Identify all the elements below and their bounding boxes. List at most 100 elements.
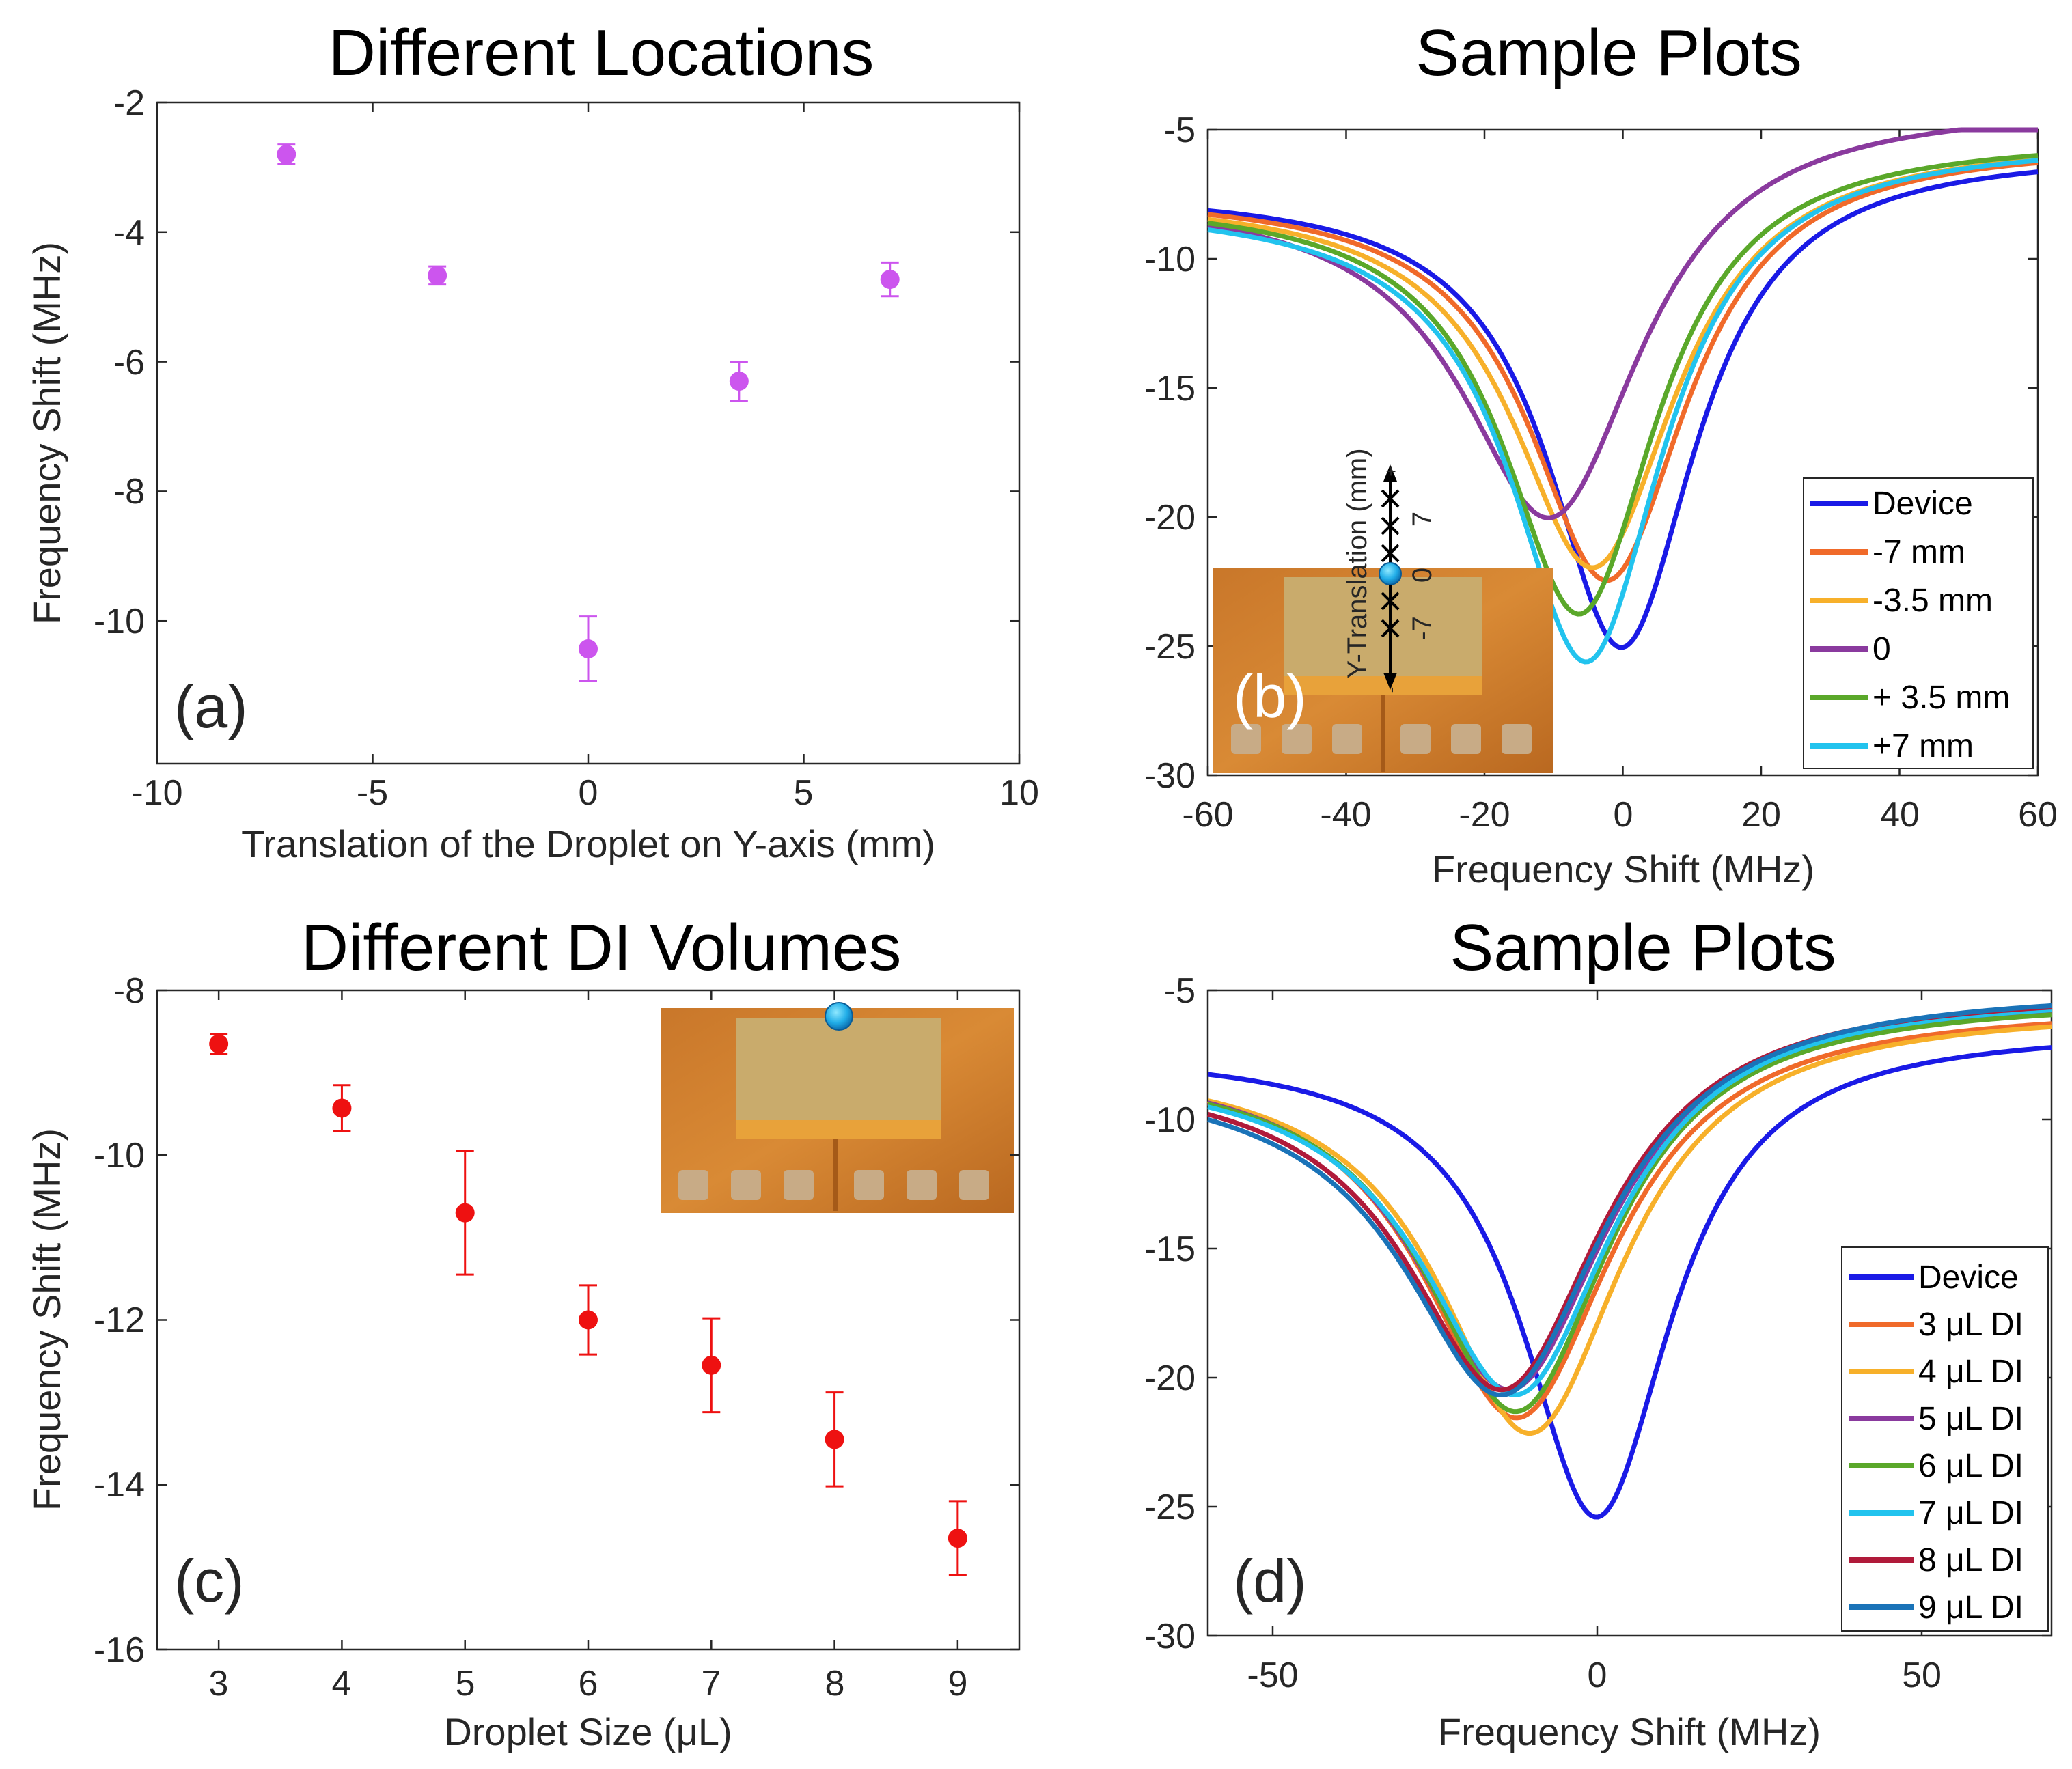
panel-d-xtick: 0 bbox=[1588, 1656, 1607, 1695]
legend-label: 3 μL DI bbox=[1918, 1307, 2023, 1343]
panel-c-xtick: 7 bbox=[702, 1664, 721, 1703]
legend-label: 0 bbox=[1873, 631, 1891, 667]
panel-d-xtick: 50 bbox=[1902, 1656, 1942, 1695]
panel-b-legend-box bbox=[1803, 477, 2034, 769]
panel-b-title: Sample Plots bbox=[1415, 16, 1802, 89]
panel-c-marks bbox=[157, 989, 1019, 1651]
panel-b-legend-entries: Device -7 mm -3.5 mm 0 + 3.5 mm +7 mm bbox=[1810, 486, 2010, 764]
inset-pad bbox=[959, 1170, 989, 1200]
inset-label-neg7: -7 bbox=[1407, 616, 1437, 641]
series-line bbox=[1207, 1007, 2052, 1397]
inset-pad bbox=[1502, 724, 1532, 754]
inset-pad bbox=[1282, 724, 1312, 754]
inset-pad bbox=[1400, 724, 1431, 754]
panel-a: Different Locations -10 -5 0 5 10 -2 -4 … bbox=[25, 16, 1039, 865]
panel-c-xlabel: Droplet Size (μL) bbox=[444, 1710, 732, 1753]
panel-b-ytick: -5 bbox=[1164, 111, 1196, 150]
panel-d-ytick: -10 bbox=[1144, 1100, 1196, 1140]
panel-c-inset-photo bbox=[661, 1002, 1014, 1213]
legend-label: -7 mm bbox=[1873, 534, 1965, 570]
panel-b-ytick: -10 bbox=[1144, 240, 1196, 279]
panel-a-xtick: 5 bbox=[794, 773, 814, 813]
panel-c-yticks: -8 -10 -12 -14 -16 bbox=[94, 971, 145, 1670]
legend-label: -3.5 mm bbox=[1873, 583, 1993, 619]
panel-c-ytick: -16 bbox=[94, 1630, 145, 1670]
series-line bbox=[1207, 1024, 2052, 1436]
panel-b: Sample Plots -60 -40 -20 0 20 40 60 -5 -… bbox=[1144, 16, 2058, 891]
inset-pad bbox=[1332, 724, 1362, 754]
panel-b-marks bbox=[1206, 127, 2039, 777]
inset-pads bbox=[678, 1170, 989, 1200]
legend-label: 4 μL DI bbox=[1918, 1354, 2023, 1390]
panel-c-xtick: 4 bbox=[332, 1664, 352, 1703]
panel-c-xtick: 9 bbox=[948, 1664, 968, 1703]
panel-b-xtick: 40 bbox=[1880, 795, 1920, 835]
panel-a-ytick: -6 bbox=[113, 343, 145, 382]
inset-pad bbox=[854, 1170, 884, 1200]
arrow-up-head bbox=[1383, 464, 1397, 482]
data-point bbox=[880, 270, 900, 290]
panel-a-ytick: -2 bbox=[113, 83, 145, 123]
inset-label-minus: - bbox=[1381, 687, 1401, 693]
panel-b-xtick: -20 bbox=[1459, 795, 1510, 835]
panel-b-xtick: -60 bbox=[1182, 795, 1233, 835]
panel-b-xtick: 60 bbox=[2018, 795, 2058, 835]
data-point bbox=[825, 1430, 844, 1449]
legend-label: +7 mm bbox=[1873, 728, 1974, 764]
legend-label: 8 μL DI bbox=[1918, 1542, 2023, 1578]
panel-a-xtick: 0 bbox=[579, 773, 598, 813]
panel-c-ytick: -8 bbox=[113, 971, 145, 1011]
panel-a-title: Different Locations bbox=[329, 16, 874, 89]
panel-c-ytick: -10 bbox=[94, 1136, 145, 1175]
legend-label: 7 μL DI bbox=[1918, 1495, 2023, 1531]
droplet-icon bbox=[1379, 562, 1402, 585]
inset-pad bbox=[1451, 724, 1481, 754]
panel-b-xtick: -40 bbox=[1320, 795, 1371, 835]
panel-a-xticks: -10 -5 0 5 10 bbox=[131, 773, 1039, 813]
panel-b-ytick: -30 bbox=[1144, 756, 1196, 796]
panel-c-label: (c) bbox=[174, 1547, 245, 1615]
panel-b-ytick: -20 bbox=[1144, 498, 1196, 538]
panel-a-xtick: 10 bbox=[999, 773, 1039, 813]
panel-d-legend-entries: Device 3 μL DI 4 μL DI 5 μL DI 6 μL DI 7 μL D… bbox=[1849, 1259, 2023, 1626]
inset-divider bbox=[1381, 695, 1385, 772]
inset-label-7: 7 bbox=[1407, 512, 1437, 527]
panel-d-frame bbox=[1206, 989, 2053, 1637]
panel-c-ylabel: Frequency Shift (MHz) bbox=[25, 1128, 68, 1511]
series-line bbox=[1207, 1045, 2052, 1520]
legend-label: + 3.5 mm bbox=[1873, 680, 2010, 716]
panel-a-xlabel: Translation of the Droplet on Y-axis (mm… bbox=[241, 822, 935, 865]
series-line bbox=[1207, 158, 2039, 665]
data-point bbox=[277, 144, 296, 164]
panel-d-legend-box bbox=[1841, 1246, 2049, 1632]
panel-c-xtick: 8 bbox=[825, 1664, 845, 1703]
inset-pad bbox=[907, 1170, 937, 1200]
panel-a-marks bbox=[156, 101, 1021, 764]
panel-d-xticks: -50 0 50 bbox=[1247, 1656, 1942, 1695]
panel-d-ytick: -15 bbox=[1144, 1229, 1196, 1269]
inset-idt bbox=[736, 1120, 941, 1139]
panel-b-ytick: -25 bbox=[1144, 627, 1196, 667]
arrow-down-head bbox=[1383, 673, 1397, 690]
panel-a-xtick: -10 bbox=[131, 773, 182, 813]
inset-divider bbox=[833, 1139, 838, 1211]
panel-d-label: (d) bbox=[1233, 1547, 1307, 1615]
panel-b-yticks: -5 -10 -15 -20 -25 -30 bbox=[1144, 111, 1196, 796]
inset-pad bbox=[678, 1170, 708, 1200]
inset-pad bbox=[784, 1170, 814, 1200]
panel-b-xtick: 20 bbox=[1741, 795, 1781, 835]
panel-d-ytick: -20 bbox=[1144, 1359, 1196, 1398]
panel-d-ytick: -5 bbox=[1164, 971, 1196, 1011]
panel-d-ytick: -25 bbox=[1144, 1488, 1196, 1527]
data-point bbox=[948, 1529, 967, 1548]
data-point bbox=[332, 1098, 352, 1118]
data-point bbox=[579, 1310, 598, 1330]
panel-b-xlabel: Frequency Shift (MHz) bbox=[1432, 848, 1814, 891]
panel-d-xlabel: Frequency Shift (MHz) bbox=[1438, 1710, 1821, 1753]
legend-label: Device bbox=[1918, 1259, 2019, 1296]
panel-a-ytick: -8 bbox=[113, 472, 145, 512]
inset-pad bbox=[1231, 724, 1261, 754]
inset-label-0: 0 bbox=[1407, 568, 1437, 583]
panel-c-ytick: -14 bbox=[94, 1465, 145, 1505]
panel-a-label: (a) bbox=[174, 673, 248, 740]
